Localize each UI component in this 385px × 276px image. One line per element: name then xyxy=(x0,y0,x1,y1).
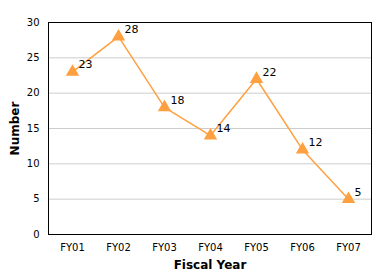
svg-text:12: 12 xyxy=(309,136,323,149)
svg-text:30: 30 xyxy=(27,17,40,28)
svg-text:14: 14 xyxy=(217,122,231,135)
svg-text:FY02: FY02 xyxy=(106,242,131,253)
svg-text:FY06: FY06 xyxy=(290,242,315,253)
svg-text:Number: Number xyxy=(8,102,22,156)
svg-text:10: 10 xyxy=(27,158,40,169)
svg-text:0: 0 xyxy=(33,229,39,240)
svg-text:FY04: FY04 xyxy=(198,242,223,253)
svg-text:Fiscal Year: Fiscal Year xyxy=(174,258,247,272)
svg-text:5: 5 xyxy=(33,193,39,204)
svg-text:FY07: FY07 xyxy=(336,242,361,253)
svg-text:20: 20 xyxy=(27,87,40,98)
svg-text:18: 18 xyxy=(171,94,185,107)
svg-text:28: 28 xyxy=(125,23,139,36)
svg-text:22: 22 xyxy=(263,66,277,79)
svg-text:5: 5 xyxy=(355,186,362,199)
svg-text:FY03: FY03 xyxy=(152,242,177,253)
svg-text:23: 23 xyxy=(79,58,93,71)
svg-text:FY05: FY05 xyxy=(244,242,269,253)
svg-text:FY01: FY01 xyxy=(60,242,85,253)
svg-text:15: 15 xyxy=(27,123,40,134)
svg-text:25: 25 xyxy=(27,52,40,63)
